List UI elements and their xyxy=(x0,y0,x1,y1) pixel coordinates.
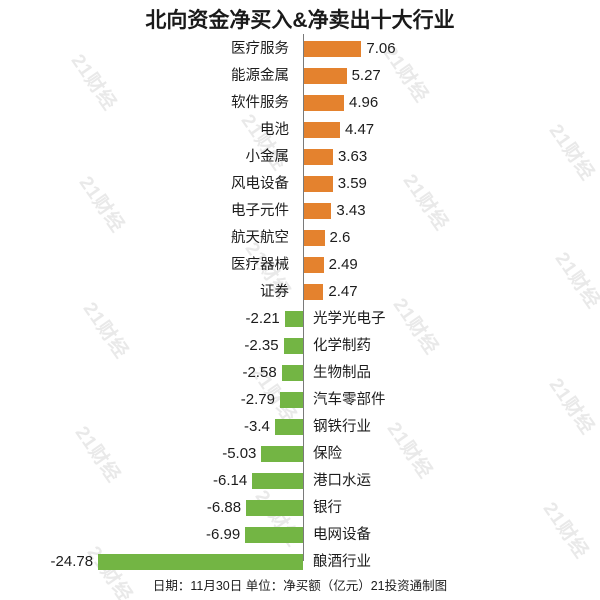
value-label: 4.47 xyxy=(344,121,375,138)
bar-negative[interactable] xyxy=(261,446,303,462)
bar-positive[interactable] xyxy=(303,149,334,165)
bar-positive[interactable] xyxy=(303,284,324,300)
value-label: 2.49 xyxy=(328,256,358,273)
value-label: -2.21 xyxy=(245,310,280,327)
category-label: 汽车零部件 xyxy=(313,392,386,408)
bar-row: 证券 2.47 xyxy=(0,279,600,306)
chart-title: 北向资金净买入&净卖出十大行业 xyxy=(145,9,455,32)
bar-row: 保险 -5.03 xyxy=(0,441,600,468)
category-label: 钢铁行业 xyxy=(313,419,371,435)
category-label: 证券 xyxy=(260,284,289,300)
bar-row: 电网设备 -6.99 xyxy=(0,522,600,549)
value-label: 4.96 xyxy=(349,94,379,111)
value-label: -6.99 xyxy=(206,526,241,543)
bar-row: 医疗器械 2.49 xyxy=(0,252,600,279)
bar-positive[interactable] xyxy=(303,68,347,84)
bar-negative[interactable] xyxy=(252,473,303,489)
bar-row: 银行 -6.88 xyxy=(0,495,600,522)
value-label: -3.4 xyxy=(244,418,270,435)
bar-positive[interactable] xyxy=(303,176,333,192)
category-label: 医疗服务 xyxy=(231,41,289,57)
bar-row: 酿酒行业 -24.78 xyxy=(0,549,600,576)
bar-row: 生物制品 -2.58 xyxy=(0,360,600,387)
bar-negative[interactable] xyxy=(279,392,303,408)
category-label: 电子元件 xyxy=(231,203,289,219)
value-label: -6.14 xyxy=(213,472,248,489)
bar-negative[interactable] xyxy=(284,311,303,327)
bar-negative[interactable] xyxy=(245,527,303,543)
bar-row: 能源金属 5.27 xyxy=(0,63,600,90)
bar-row: 化学制药 -2.35 xyxy=(0,333,600,360)
bar-row: 电子元件 3.43 xyxy=(0,198,600,225)
value-label: -2.79 xyxy=(240,391,275,408)
value-label: 7.06 xyxy=(366,40,396,57)
category-label: 银行 xyxy=(313,500,342,516)
value-label: -2.58 xyxy=(242,364,277,381)
bar-row: 汽车零部件 -2.79 xyxy=(0,387,600,414)
category-label: 港口水运 xyxy=(313,473,371,489)
bar-positive[interactable] xyxy=(303,122,340,138)
bar-positive[interactable] xyxy=(303,230,325,246)
value-label: -24.78 xyxy=(50,553,94,570)
bar-positive[interactable] xyxy=(303,203,332,219)
bar-row: 医疗服务 7.06 xyxy=(0,36,600,63)
bar-row: 电池 4.47 xyxy=(0,117,600,144)
value-label: -5.03 xyxy=(222,445,257,462)
bar-row: 光学光电子 -2.21 xyxy=(0,306,600,333)
category-label: 光学光电子 xyxy=(313,311,386,327)
category-label: 航天航空 xyxy=(231,230,289,246)
bar-row: 钢铁行业 -3.4 xyxy=(0,414,600,441)
category-label: 保险 xyxy=(313,446,342,462)
category-label: 酿酒行业 xyxy=(313,554,371,570)
footer-note: 日期：11月30日 单位：净买额（亿元）21投资通制图 xyxy=(152,579,448,593)
bar-row: 风电设备 3.59 xyxy=(0,171,600,198)
category-label: 风电设备 xyxy=(231,176,289,192)
bar-row: 软件服务 4.96 xyxy=(0,90,600,117)
category-label: 软件服务 xyxy=(231,95,289,111)
zero-axis-line xyxy=(303,34,304,561)
bar-negative[interactable] xyxy=(274,419,303,435)
plot-area: 医疗服务 7.06 能源金属 5.27 软件服务 4.96 电池 4.47 小金属 3.63 风电设… xyxy=(0,34,600,570)
bar-positive[interactable] xyxy=(303,257,324,273)
category-label: 能源金属 xyxy=(231,68,289,84)
bar-negative[interactable] xyxy=(246,500,303,516)
category-label: 生物制品 xyxy=(313,365,371,381)
category-label: 电网设备 xyxy=(313,527,371,543)
bar-positive[interactable] xyxy=(303,95,345,111)
value-label: -2.35 xyxy=(244,337,279,354)
bar-row: 航天航空 2.6 xyxy=(0,225,600,252)
value-label: -6.88 xyxy=(206,499,242,516)
value-label: 3.63 xyxy=(338,148,368,165)
bar-positive[interactable] xyxy=(303,41,362,57)
bar-negative[interactable] xyxy=(283,338,303,354)
value-label: 3.59 xyxy=(337,175,367,192)
category-label: 小金属 xyxy=(245,149,290,165)
value-label: 3.43 xyxy=(336,202,366,219)
category-label: 电池 xyxy=(260,122,289,138)
category-label: 医疗器械 xyxy=(231,257,289,273)
value-label: 2.6 xyxy=(329,229,351,246)
category-label: 化学制药 xyxy=(313,338,371,354)
bar-negative[interactable] xyxy=(98,554,303,570)
bar-negative[interactable] xyxy=(281,365,303,381)
bar-row: 小金属 3.63 xyxy=(0,144,600,171)
value-label: 2.47 xyxy=(328,283,358,300)
value-label: 5.27 xyxy=(351,67,381,84)
bar-row: 港口水运 -6.14 xyxy=(0,468,600,495)
